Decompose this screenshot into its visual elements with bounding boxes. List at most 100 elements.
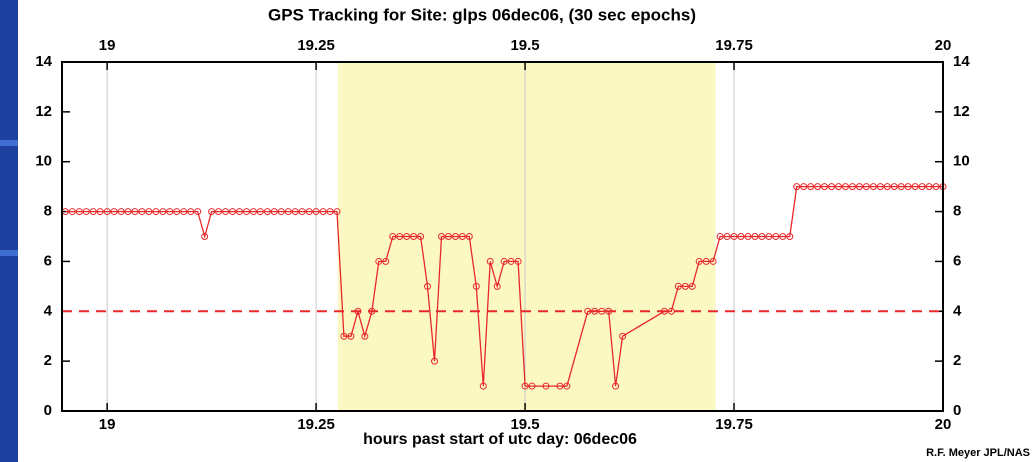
point bbox=[458, 233, 466, 240]
point bbox=[424, 282, 432, 290]
point bbox=[382, 257, 390, 265]
point bbox=[528, 382, 536, 390]
point bbox=[368, 307, 376, 315]
y-tick-label-right: 14 bbox=[953, 53, 970, 70]
x-tick-label: 19 bbox=[99, 416, 116, 433]
point bbox=[848, 183, 856, 191]
point bbox=[500, 257, 508, 265]
point bbox=[493, 282, 501, 290]
x-axis-label: hours past start of utc day: 06dec06 bbox=[363, 431, 637, 448]
x-tick-label-top: 19.75 bbox=[715, 37, 753, 54]
point bbox=[904, 183, 912, 191]
x-tick-label: 19.75 bbox=[715, 416, 753, 433]
point bbox=[180, 208, 188, 216]
point bbox=[862, 183, 870, 191]
point bbox=[312, 208, 320, 216]
x-tick-label-top: 19.25 bbox=[297, 37, 335, 54]
point bbox=[89, 208, 97, 216]
point bbox=[556, 382, 564, 390]
point bbox=[925, 183, 933, 191]
point bbox=[765, 233, 773, 240]
point bbox=[918, 183, 926, 191]
point bbox=[451, 233, 459, 240]
point bbox=[772, 233, 780, 240]
point bbox=[403, 233, 411, 240]
point bbox=[263, 208, 271, 216]
point bbox=[786, 233, 794, 240]
point bbox=[695, 257, 703, 265]
point bbox=[479, 382, 487, 390]
y-tick-label: 14 bbox=[35, 53, 52, 70]
point bbox=[229, 208, 237, 216]
point bbox=[542, 382, 550, 390]
point bbox=[222, 208, 230, 216]
point bbox=[215, 208, 223, 216]
point bbox=[751, 233, 759, 240]
y-tick-label: 6 bbox=[44, 252, 52, 269]
point bbox=[152, 208, 160, 216]
point bbox=[389, 233, 397, 240]
point bbox=[674, 282, 682, 290]
point bbox=[138, 208, 146, 216]
point bbox=[110, 208, 118, 216]
point bbox=[375, 257, 383, 265]
point bbox=[869, 183, 877, 191]
point bbox=[514, 257, 522, 265]
point bbox=[688, 282, 696, 290]
point bbox=[103, 208, 111, 216]
point bbox=[835, 183, 843, 191]
point bbox=[284, 208, 292, 216]
point bbox=[876, 183, 884, 191]
point bbox=[187, 208, 195, 216]
point bbox=[333, 208, 341, 216]
point bbox=[716, 233, 724, 240]
x-tick-label: 20 bbox=[935, 416, 952, 433]
point bbox=[117, 208, 125, 216]
point bbox=[883, 183, 891, 191]
point bbox=[396, 233, 404, 240]
point bbox=[256, 208, 264, 216]
point bbox=[465, 233, 473, 240]
point bbox=[347, 332, 355, 340]
point bbox=[709, 257, 717, 265]
point bbox=[793, 183, 801, 191]
point bbox=[242, 208, 250, 216]
point bbox=[68, 208, 76, 216]
point bbox=[723, 233, 731, 240]
point bbox=[605, 307, 613, 315]
x-tick-label: 19.25 bbox=[297, 416, 335, 433]
y-tick-label-right: 6 bbox=[953, 252, 961, 269]
point bbox=[124, 208, 132, 216]
point bbox=[437, 233, 445, 240]
point bbox=[507, 257, 515, 265]
point bbox=[194, 208, 202, 216]
point bbox=[730, 233, 738, 240]
point bbox=[619, 332, 627, 340]
point bbox=[235, 208, 243, 216]
point bbox=[326, 208, 334, 216]
x-tick-label-top: 20 bbox=[935, 37, 952, 54]
point bbox=[911, 183, 919, 191]
point bbox=[201, 233, 209, 240]
y-tick-label: 8 bbox=[44, 203, 52, 220]
point bbox=[932, 183, 940, 191]
credit: R.F. Meyer JPL/NAS bbox=[926, 447, 1030, 459]
slide-stripe bbox=[0, 250, 18, 256]
point bbox=[521, 382, 529, 390]
point bbox=[277, 208, 285, 216]
point bbox=[173, 208, 181, 216]
x-tick-label: 19.5 bbox=[510, 416, 539, 433]
point bbox=[591, 307, 599, 315]
point bbox=[814, 183, 822, 191]
point bbox=[431, 357, 439, 365]
point bbox=[667, 307, 675, 315]
point bbox=[208, 208, 216, 216]
point bbox=[159, 208, 167, 216]
y-tick-label-right: 0 bbox=[953, 402, 961, 419]
point bbox=[319, 208, 327, 216]
point bbox=[340, 332, 348, 340]
point bbox=[291, 208, 299, 216]
point bbox=[131, 208, 139, 216]
point bbox=[305, 208, 313, 216]
y-tick-label-right: 4 bbox=[953, 302, 962, 319]
